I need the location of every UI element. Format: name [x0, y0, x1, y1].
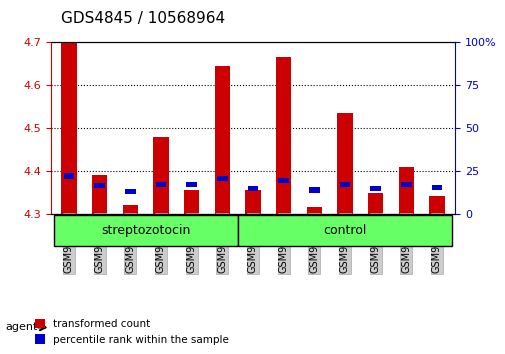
Bar — [122, 205, 138, 213]
Text: GSM978538: GSM978538 — [339, 213, 349, 273]
Text: GSM978543: GSM978543 — [94, 213, 105, 273]
Bar — [184, 190, 199, 213]
Text: GSM978545: GSM978545 — [156, 213, 166, 273]
Bar — [431, 185, 441, 190]
Bar — [237, 215, 451, 246]
Bar — [214, 66, 230, 213]
Bar — [61, 42, 77, 213]
Bar — [54, 215, 237, 246]
Legend: transformed count, percentile rank within the sample: transformed count, percentile rank withi… — [30, 315, 233, 349]
Text: agent: agent — [5, 322, 37, 332]
Bar — [247, 186, 258, 192]
Bar — [153, 137, 168, 213]
Bar — [186, 182, 196, 187]
Text: GSM978535: GSM978535 — [247, 213, 258, 273]
Text: GSM978544: GSM978544 — [125, 213, 135, 273]
Bar — [94, 183, 105, 188]
Bar — [245, 190, 260, 213]
Bar — [92, 175, 107, 213]
Text: GSM978547: GSM978547 — [217, 213, 227, 273]
Bar — [400, 182, 411, 187]
Bar — [339, 182, 349, 187]
Bar — [428, 196, 444, 213]
Text: GSM978542: GSM978542 — [64, 213, 74, 273]
Text: GSM978539: GSM978539 — [370, 213, 380, 273]
Text: GSM978546: GSM978546 — [186, 213, 196, 273]
Bar — [278, 178, 288, 183]
Bar — [370, 186, 380, 192]
Bar — [125, 189, 135, 194]
Bar — [337, 113, 352, 213]
Bar — [306, 207, 321, 213]
Bar — [156, 182, 166, 187]
Bar — [275, 57, 291, 213]
Bar — [367, 193, 383, 213]
Text: GSM978540: GSM978540 — [400, 213, 411, 273]
Text: GSM978541: GSM978541 — [431, 213, 441, 273]
Text: GSM978537: GSM978537 — [309, 213, 319, 273]
Text: control: control — [323, 224, 366, 237]
Bar — [398, 166, 413, 213]
Bar — [309, 188, 319, 193]
Bar — [64, 173, 74, 178]
Text: streptozotocin: streptozotocin — [101, 224, 190, 237]
Text: GSM978536: GSM978536 — [278, 213, 288, 273]
Text: GDS4845 / 10568964: GDS4845 / 10568964 — [61, 11, 224, 25]
Bar — [217, 176, 227, 181]
